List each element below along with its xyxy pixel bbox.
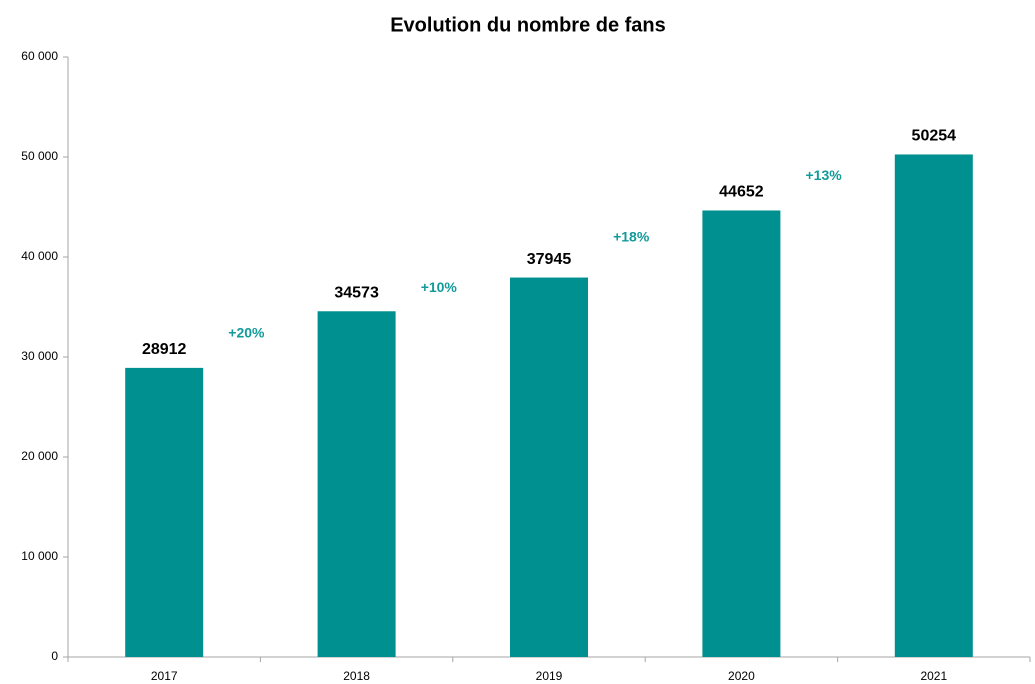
value-label: 44652 [719, 184, 764, 201]
bar [894, 154, 973, 657]
y-tick-label: 20 000 [21, 449, 58, 463]
bar [702, 210, 781, 658]
annotation: +10% [421, 279, 458, 295]
value-label: 37945 [527, 251, 572, 268]
chart-title: Evolution du nombre de fans [390, 14, 666, 36]
value-label: 34573 [334, 284, 379, 301]
y-tick-label: 50 000 [21, 149, 58, 163]
value-label: 28912 [142, 341, 187, 358]
x-tick-label: 2020 [728, 669, 755, 683]
annotation: +13% [805, 167, 842, 183]
annotation: +20% [228, 324, 265, 340]
bar [510, 277, 588, 657]
y-tick-label: 30 000 [21, 349, 58, 363]
y-tick-label: 40 000 [21, 249, 58, 263]
x-tick-label: 2017 [151, 669, 178, 683]
bar [125, 367, 204, 657]
annotation: +18% [613, 229, 650, 245]
x-tick-label: 2021 [920, 669, 947, 683]
x-tick-label: 2018 [343, 669, 370, 683]
y-tick-label: 60 000 [21, 49, 58, 63]
x-tick-label: 2019 [536, 669, 563, 683]
y-tick-label: 0 [51, 649, 58, 663]
y-tick-label: 10 000 [21, 549, 58, 563]
value-label: 50254 [912, 128, 957, 145]
bar [317, 311, 396, 657]
